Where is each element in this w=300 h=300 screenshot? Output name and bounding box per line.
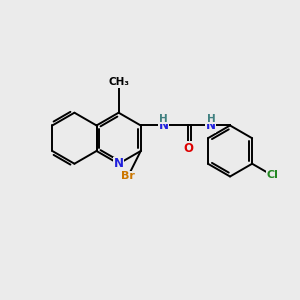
Text: Cl: Cl: [266, 170, 278, 180]
Text: O: O: [183, 142, 193, 155]
Text: Br: Br: [121, 171, 135, 181]
Text: N: N: [159, 119, 169, 132]
Text: CH₃: CH₃: [108, 77, 129, 87]
Text: N: N: [206, 119, 216, 132]
Text: N: N: [114, 157, 124, 170]
Text: H: H: [159, 114, 168, 124]
Text: H: H: [206, 114, 215, 124]
